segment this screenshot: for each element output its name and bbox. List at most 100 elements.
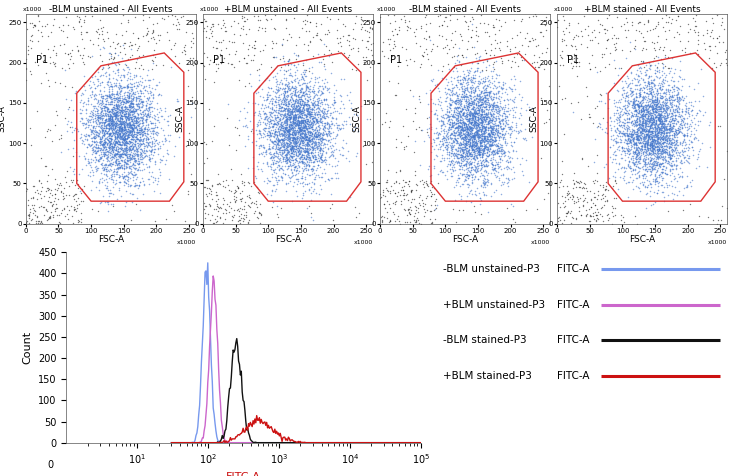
- Point: [121, 146, 133, 154]
- Point: [486, 75, 498, 82]
- Point: [321, 100, 333, 108]
- Point: [493, 115, 505, 123]
- Point: [98, 161, 110, 169]
- Point: [128, 102, 139, 110]
- Point: [106, 91, 118, 99]
- Point: [486, 101, 497, 109]
- Point: [103, 56, 114, 63]
- Point: [499, 89, 511, 96]
- Point: [458, 130, 469, 138]
- Point: [143, 153, 155, 161]
- Point: [476, 126, 488, 133]
- Point: [652, 110, 664, 118]
- Point: [108, 67, 120, 75]
- Point: [466, 140, 478, 148]
- Point: [270, 134, 282, 141]
- Point: [470, 118, 482, 126]
- Point: [109, 112, 121, 120]
- Point: [286, 113, 297, 121]
- Point: [447, 161, 459, 169]
- Point: [484, 138, 496, 145]
- Point: [451, 137, 463, 144]
- Point: [100, 72, 112, 79]
- Point: [651, 94, 663, 101]
- Point: [364, 115, 376, 122]
- Point: [207, 43, 219, 51]
- Point: [114, 139, 126, 146]
- Point: [277, 166, 289, 173]
- Point: [137, 130, 149, 138]
- Point: [466, 131, 478, 139]
- Point: [444, 96, 456, 104]
- Point: [41, 184, 52, 191]
- Point: [283, 78, 294, 86]
- Point: [652, 155, 664, 162]
- Point: [473, 144, 485, 151]
- Point: [630, 130, 641, 138]
- Point: [468, 129, 480, 137]
- Point: [639, 138, 651, 145]
- Point: [118, 122, 130, 130]
- Point: [444, 90, 455, 98]
- Point: [663, 120, 675, 128]
- Point: [305, 128, 317, 136]
- Point: [292, 79, 304, 86]
- Point: [463, 150, 475, 158]
- Point: [82, 97, 94, 104]
- Point: [660, 129, 672, 137]
- Point: [299, 180, 311, 188]
- Point: [96, 119, 108, 127]
- Point: [382, 11, 393, 19]
- Point: [655, 120, 666, 128]
- Point: [106, 112, 118, 119]
- Point: [473, 120, 485, 128]
- Point: [294, 103, 306, 111]
- Point: [448, 63, 460, 70]
- Point: [301, 100, 313, 108]
- Point: [624, 150, 635, 158]
- Point: [296, 133, 308, 140]
- Point: [297, 103, 309, 110]
- Point: [570, 193, 582, 201]
- Point: [583, 113, 595, 120]
- Point: [632, 139, 644, 146]
- Point: [418, 137, 430, 144]
- Point: [486, 149, 498, 156]
- Point: [655, 124, 667, 131]
- Point: [612, 71, 624, 79]
- Point: [637, 115, 649, 123]
- Point: [104, 140, 116, 148]
- Point: [649, 123, 661, 131]
- Point: [657, 156, 669, 163]
- Point: [269, 93, 281, 100]
- Point: [476, 100, 488, 108]
- Point: [666, 88, 677, 96]
- Point: [677, 173, 689, 181]
- Point: [121, 120, 133, 128]
- Point: [688, 114, 700, 121]
- Point: [618, 132, 630, 140]
- Point: [452, 124, 464, 131]
- Point: [669, 156, 681, 164]
- Point: [128, 142, 139, 150]
- Point: [281, 149, 293, 156]
- Point: [94, 141, 106, 149]
- Point: [123, 97, 135, 104]
- Point: [633, 103, 645, 111]
- Point: [655, 131, 667, 139]
- Point: [129, 137, 141, 145]
- Point: [107, 38, 119, 45]
- Point: [591, 178, 603, 185]
- Point: [261, 121, 272, 129]
- Point: [261, 119, 273, 127]
- Point: [134, 130, 145, 138]
- Point: [625, 97, 637, 105]
- Point: [118, 172, 130, 180]
- Point: [184, 43, 196, 51]
- Point: [280, 154, 292, 161]
- Point: [477, 92, 489, 99]
- Point: [676, 124, 688, 132]
- Point: [670, 144, 682, 152]
- Point: [469, 114, 481, 121]
- Point: [316, 121, 328, 129]
